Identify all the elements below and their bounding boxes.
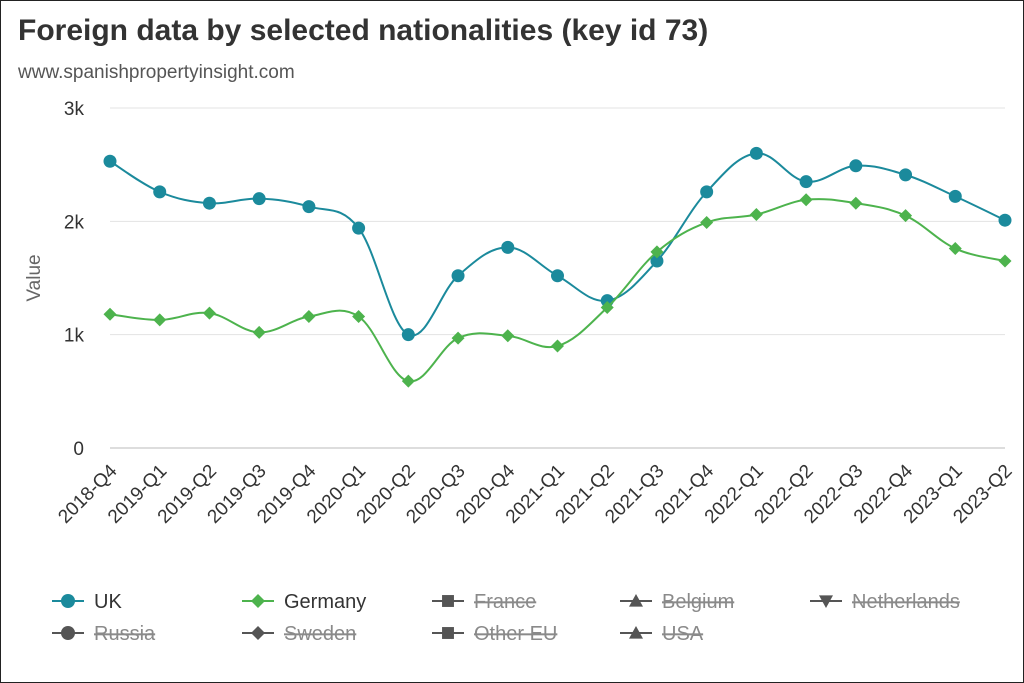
data-point (153, 313, 167, 327)
data-point (103, 307, 117, 321)
legend[interactable]: UK Germany France Belgium Netherlands Russia S… (52, 591, 960, 645)
data-point (401, 328, 415, 342)
y-axis-label: Value (24, 254, 45, 301)
series-uk (103, 146, 1012, 342)
data-point (700, 215, 714, 229)
x-axis-ticks: 2018-Q42019-Q12019-Q22019-Q32019-Q42020-… (54, 460, 1016, 527)
data-point (501, 240, 515, 254)
data-point (103, 154, 117, 168)
legend-item-netherlands[interactable]: Netherlands (810, 591, 960, 613)
legend-item-usa[interactable]: USA (620, 623, 704, 645)
data-point (948, 189, 962, 203)
legend-item-uk[interactable]: UK (52, 591, 122, 613)
legend-marker (629, 626, 643, 639)
data-point (451, 331, 465, 345)
legend-marker (251, 594, 265, 608)
data-point (153, 185, 167, 199)
y-tick-label: 0 (73, 439, 84, 460)
legend-item-russia[interactable]: Russia (52, 623, 156, 645)
y-axis-ticks: 0 1k 2k 3k (64, 99, 85, 460)
data-point (600, 300, 614, 314)
data-point (650, 245, 664, 259)
legend-marker (442, 627, 454, 639)
data-point (551, 269, 564, 283)
legend-label: Russia (94, 623, 156, 645)
data-point (302, 310, 316, 324)
data-point (899, 168, 913, 182)
legend-label: USA (662, 623, 704, 645)
data-point (849, 196, 863, 210)
legend-marker (61, 626, 75, 640)
series-line (109, 198, 1006, 383)
data-point (202, 196, 216, 210)
legend-label: France (474, 591, 536, 613)
legend-item-belgium[interactable]: Belgium (620, 591, 734, 613)
data-point (948, 242, 962, 256)
legend-label: Germany (284, 591, 366, 613)
series-group (103, 146, 1012, 388)
data-point (700, 185, 714, 199)
legend-marker (251, 626, 265, 640)
legend-item-germany[interactable]: Germany (242, 591, 366, 613)
legend-marker (819, 595, 833, 608)
data-point (501, 329, 515, 343)
data-point (252, 325, 266, 339)
data-point (352, 221, 366, 235)
legend-marker (61, 594, 75, 608)
legend-label: UK (94, 591, 122, 613)
legend-marker (442, 595, 454, 607)
legend-label: Netherlands (852, 591, 960, 613)
data-point (849, 159, 863, 173)
data-point (749, 208, 763, 222)
legend-item-other-eu[interactable]: Other EU (432, 623, 557, 645)
legend-label: Sweden (284, 623, 356, 645)
data-point (749, 146, 763, 160)
data-point (799, 175, 813, 189)
data-point (899, 209, 913, 223)
legend-label: Other EU (474, 623, 557, 645)
data-point (650, 254, 664, 268)
data-point (352, 310, 366, 324)
chart-title: Foreign data by selected nationalities (… (18, 14, 709, 47)
series-germany (103, 193, 1012, 388)
data-point (998, 254, 1012, 268)
data-point (202, 306, 216, 320)
y-tick-label: 1k (64, 326, 85, 347)
data-point (551, 339, 564, 353)
legend-item-france[interactable]: France (432, 591, 536, 613)
legend-item-sweden[interactable]: Sweden (242, 623, 356, 645)
data-point (998, 213, 1012, 227)
data-point (451, 269, 465, 283)
data-point (252, 192, 266, 206)
data-point (401, 374, 415, 388)
chart-subtitle: www.spanishpropertyinsight.com (18, 62, 295, 83)
legend-label: Belgium (662, 591, 734, 613)
data-point (302, 200, 316, 214)
data-point (799, 193, 813, 207)
y-tick-label: 2k (64, 212, 85, 233)
series-line (109, 152, 1006, 337)
y-tick-label: 3k (64, 99, 85, 120)
legend-marker (629, 594, 643, 607)
